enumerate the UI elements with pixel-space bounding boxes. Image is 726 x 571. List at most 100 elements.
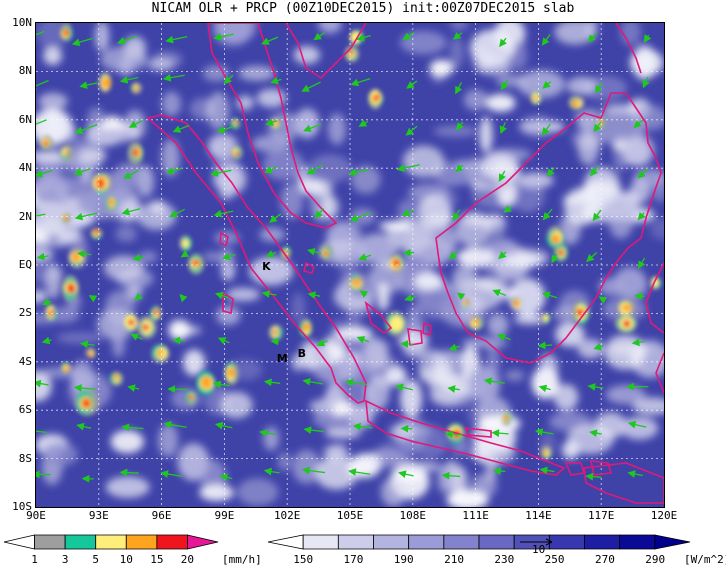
wind-arrow [541, 34, 551, 46]
wind-arrow [180, 250, 190, 258]
olr-cloud-patch [437, 466, 453, 494]
wind-arrow [542, 80, 552, 89]
olr-legend: 150 170 190 210 230 250 270 290 [W/m^2] 10 [267, 534, 726, 566]
olr-cloud-patch [293, 46, 321, 64]
longitude-label: 99E [214, 509, 235, 522]
olr-cloud-patch [157, 423, 179, 458]
wind-arrow [500, 79, 509, 91]
wind-arrow [36, 379, 49, 388]
coastline-borneo [435, 92, 662, 364]
olr-cloud-patch [650, 218, 664, 240]
wind-arrow [452, 31, 463, 40]
olr-cloud-patch [385, 367, 407, 385]
olr-cloud-patch [199, 484, 234, 502]
olr-cloud-patch [504, 370, 525, 382]
wind-arrow [592, 209, 602, 222]
legend-tick-label: 20 [181, 553, 194, 566]
olr-cloud-patch [419, 245, 452, 265]
precip-cell [514, 301, 518, 306]
coastline-indochina [285, 23, 367, 80]
page-title: NICAM OLR + PRCP (00Z10DEC2015) init:00Z… [151, 1, 575, 16]
wind-arrow [642, 76, 650, 89]
olr-cloud-patch [216, 305, 241, 326]
olr-cloud-patch [348, 404, 373, 430]
olr-cloud-patch [321, 195, 339, 220]
longitude-label: 105E [336, 509, 364, 522]
olr-cloud-patch [36, 200, 68, 238]
reference-vector-head [545, 538, 553, 546]
precip-cell [542, 450, 548, 456]
olr-cloud-patch [207, 133, 238, 159]
wind-arrow [358, 119, 369, 127]
latitude-label: 10S [12, 500, 32, 513]
wind-vectors [36, 30, 652, 483]
precip-cell [94, 231, 99, 235]
precip-cell [473, 318, 479, 327]
precip-cell [393, 259, 400, 267]
wind-arrow [134, 292, 143, 301]
latitude-label: 8S [18, 451, 32, 465]
legend-color-bin [373, 534, 410, 550]
place-label: M [277, 352, 288, 365]
legend-tick-label: 290 [645, 553, 665, 566]
wind-arrow [76, 422, 92, 431]
wind-arrow [589, 429, 602, 438]
coastline-belitung [407, 328, 423, 346]
wind-arrow [541, 291, 558, 300]
legend-color-bin [34, 534, 66, 550]
wind-arrow [264, 165, 278, 173]
olr-cloud-patch [103, 255, 144, 281]
legend-color-bin [584, 534, 621, 550]
precip-cell [63, 217, 67, 221]
legend-tick-label: 3 [62, 553, 69, 566]
wind-arrow [542, 208, 553, 221]
wind-arrow [539, 466, 555, 475]
legend-color-bin [443, 534, 480, 550]
wind-arrow [179, 293, 188, 303]
wind-arrow [73, 384, 96, 392]
precip-cell [43, 140, 48, 145]
legend-color-bin [337, 534, 374, 550]
olr-cloud-patch [603, 198, 637, 222]
olr-cloud-patch [652, 172, 664, 203]
olr-cloud-patch [147, 57, 175, 71]
olr-cloud-patch [206, 91, 230, 130]
longitude-label: 120E [650, 509, 678, 522]
wind-arrow [169, 208, 186, 218]
wind-arrow [593, 121, 602, 133]
legend-tick-label: 170 [344, 553, 364, 566]
olr-cloud-patch [45, 263, 62, 299]
wind-arrow [402, 31, 415, 41]
olr-cloud-patch [295, 108, 320, 139]
wind-arrow [36, 119, 47, 125]
olr-cloud-patch [365, 374, 390, 411]
olr-cloud-patch [318, 239, 366, 265]
wind-arrow [631, 338, 645, 347]
wind-arrow [398, 470, 414, 478]
wind-arrow [593, 342, 604, 351]
wind-arrow [359, 290, 369, 298]
wind-arrow [270, 76, 282, 85]
wind-arrow [127, 384, 140, 392]
longitude-label: 108E [399, 509, 427, 522]
coastline-lesser-sunda [583, 462, 664, 504]
latitude-label: 2N [18, 209, 32, 223]
olr-cloud-patch [324, 428, 361, 439]
precip-cell [64, 30, 69, 36]
wind-arrow [456, 292, 466, 301]
wind-arrow [119, 468, 139, 477]
wind-arrow [404, 294, 417, 302]
olr-cloud-patch [263, 426, 280, 451]
wind-arrow [499, 122, 507, 135]
precip-cell [542, 313, 549, 322]
olr-cloud-patch [40, 367, 83, 379]
wind-arrow [121, 207, 141, 216]
precip-cell [272, 330, 278, 335]
longitude-label: 102E [273, 509, 301, 522]
wind-arrow [350, 78, 371, 87]
precip-cell [389, 315, 404, 332]
color-legends: [mm/h] 1 3 5 10 15 20 150 170 190 210 230 250 270 290… [3, 534, 726, 566]
olr-cloud-patch [37, 193, 62, 204]
precip-cell [142, 324, 150, 331]
grid-lines [36, 23, 664, 507]
